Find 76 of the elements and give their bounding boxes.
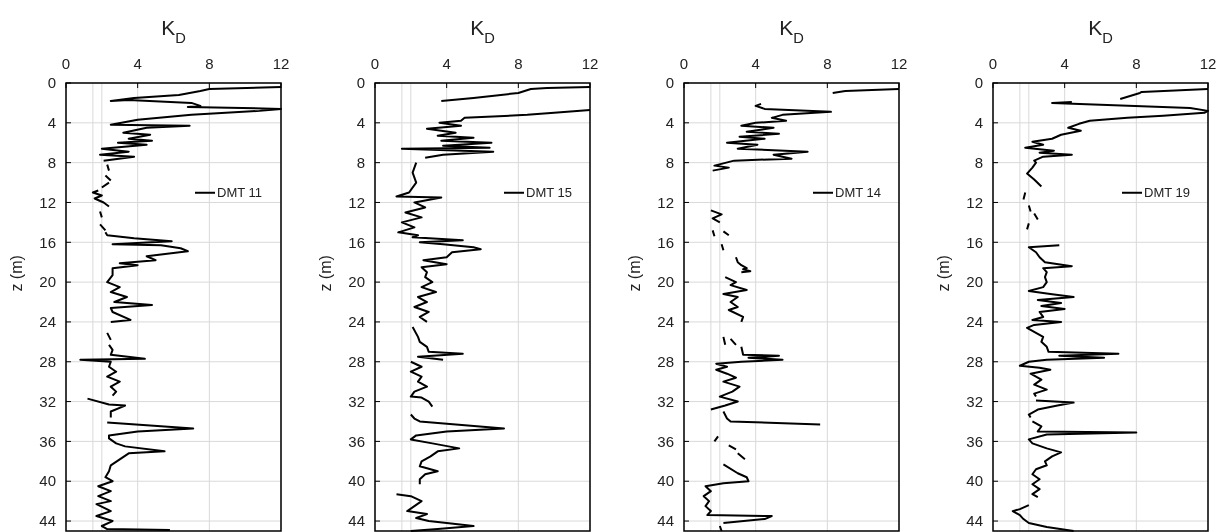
y-tick-label: 28	[348, 353, 365, 371]
y-tick-label: 40	[39, 472, 56, 490]
x-tick-label: 0	[988, 55, 998, 72]
y-tick-label: 4	[47, 114, 56, 132]
y-tick-label: 24	[657, 313, 674, 331]
x-axis-title: K$_{D}$	[161, 16, 186, 46]
y-tick-label: 44	[966, 512, 983, 530]
x-tick-label: 12	[890, 55, 908, 72]
y-tick-label: 4	[665, 114, 674, 132]
y-tick-label: 40	[657, 472, 674, 490]
x-tick-label: 4	[1060, 55, 1069, 72]
y-tick-label: 0	[47, 74, 56, 92]
y-tick-label: 16	[348, 233, 365, 251]
y-tick-label: 20	[39, 273, 56, 291]
x-tick-label: 0	[679, 55, 689, 72]
y-tick-label: 44	[657, 512, 674, 530]
y-tick-label: 16	[657, 233, 674, 251]
x-tick-label: 0	[370, 55, 380, 72]
y-tick-label: 20	[657, 273, 674, 291]
y-tick-label: 16	[39, 233, 56, 251]
y-tick-label: 36	[657, 432, 674, 450]
x-tick-label: 12	[1199, 55, 1217, 72]
y-tick-label: 12	[348, 193, 365, 211]
y-tick-label: 24	[39, 313, 56, 331]
y-axis-title: z (m)	[8, 255, 25, 292]
y-tick-label: 4	[974, 114, 983, 132]
y-tick-label: 8	[47, 153, 56, 171]
y-tick-label: 8	[974, 153, 983, 171]
y-tick-label: 36	[39, 432, 56, 450]
y-tick-label: 4	[356, 114, 365, 132]
y-tick-label: 40	[966, 472, 983, 490]
x-axis-title: K$_{D}$	[779, 16, 804, 46]
legend-label: DMT 19	[1144, 185, 1190, 201]
y-tick-label: 32	[348, 392, 365, 410]
y-tick-label: 28	[966, 353, 983, 371]
y-tick-label: 24	[348, 313, 365, 331]
y-tick-label: 12	[966, 193, 983, 211]
y-tick-label: 8	[356, 153, 365, 171]
y-tick-label: 12	[39, 193, 56, 211]
x-tick-label: 8	[205, 55, 214, 72]
y-tick-label: 32	[657, 392, 674, 410]
y-tick-label: 44	[39, 512, 56, 530]
x-tick-label: 12	[272, 55, 290, 72]
y-tick-label: 20	[966, 273, 983, 291]
x-tick-label: 4	[442, 55, 451, 72]
y-tick-label: 0	[974, 74, 983, 92]
x-tick-label: 8	[514, 55, 523, 72]
y-axis-title: z (m)	[935, 255, 952, 292]
x-tick-label: 8	[823, 55, 832, 72]
y-tick-label: 32	[966, 392, 983, 410]
x-axis-title: K$_{D}$	[470, 16, 495, 46]
y-tick-label: 24	[966, 313, 983, 331]
x-axis-title: K$_{D}$	[1088, 16, 1113, 46]
y-tick-label: 28	[39, 353, 56, 371]
x-tick-label: 0	[61, 55, 71, 72]
x-tick-label: 12	[581, 55, 599, 72]
x-tick-label: 4	[751, 55, 760, 72]
x-tick-label: 8	[1132, 55, 1141, 72]
y-tick-label: 32	[39, 392, 56, 410]
y-tick-label: 8	[665, 153, 674, 171]
y-tick-label: 20	[348, 273, 365, 291]
y-tick-label: 16	[966, 233, 983, 251]
y-tick-label: 0	[356, 74, 365, 92]
y-tick-label: 36	[348, 432, 365, 450]
x-tick-label: 4	[133, 55, 142, 72]
y-tick-label: 0	[665, 74, 674, 92]
y-tick-label: 40	[348, 472, 365, 490]
y-tick-label: 12	[657, 193, 674, 211]
y-tick-label: 44	[348, 512, 365, 530]
y-axis-title: z (m)	[626, 255, 643, 292]
y-tick-label: 36	[966, 432, 983, 450]
y-tick-label: 28	[657, 353, 674, 371]
legend-label: DMT 15	[526, 185, 572, 201]
legend-label: DMT 11	[217, 185, 263, 201]
y-axis-title: z (m)	[317, 255, 334, 292]
legend-label: DMT 14	[835, 185, 881, 201]
